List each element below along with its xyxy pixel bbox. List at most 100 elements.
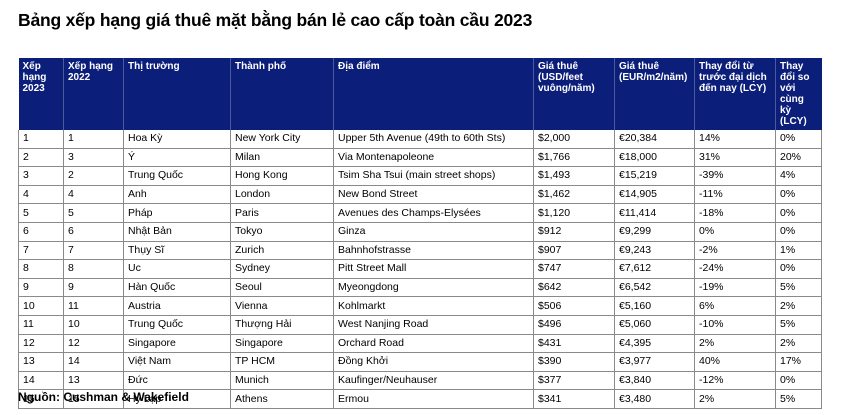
cell-rank-2022: 13 <box>63 370 124 391</box>
cell-market: Trung Quốc <box>123 314 231 335</box>
column-header-rank-2022: Xếp hạng 2022 <box>63 58 124 130</box>
cell-city: London <box>230 184 334 205</box>
cell-change-yoy: 0% <box>775 184 822 205</box>
cell-market: Ý <box>123 147 231 168</box>
cell-change-yoy: 17% <box>775 352 822 372</box>
cell-market: Trung Quốc <box>123 166 231 186</box>
cell-market: Pháp <box>123 203 231 223</box>
cell-rank-2023: 3 <box>18 166 64 186</box>
rent-ranking-table: Xếp hạng 2023 Xếp hạng 2022 Thị trường Thàn… <box>18 58 822 409</box>
cell-rent-usd: $431 <box>533 333 615 354</box>
cell-change-pre-pandemic: 40% <box>694 352 776 372</box>
cell-change-pre-pandemic: 14% <box>694 130 776 149</box>
cell-rent-eur: €3,840 <box>614 370 695 391</box>
cell-rank-2022: 3 <box>63 147 124 168</box>
cell-rent-usd: $1,462 <box>533 184 615 205</box>
cell-change-pre-pandemic: 2% <box>694 333 776 354</box>
cell-location: Bahnhofstrasse <box>333 240 534 261</box>
cell-rent-eur: €3,977 <box>614 352 695 372</box>
cell-rent-eur: €5,060 <box>614 314 695 335</box>
cell-rank-2022: 5 <box>63 203 124 223</box>
cell-location: Tsim Sha Tsui (main street shops) <box>333 166 534 186</box>
cell-rank-2022: 8 <box>63 259 124 279</box>
cell-city: Singapore <box>230 333 334 354</box>
cell-change-yoy: 2% <box>775 296 822 316</box>
cell-location: Kohlmarkt <box>333 296 534 316</box>
cell-rent-usd: $506 <box>533 296 615 316</box>
cell-city: Hong Kong <box>230 166 334 186</box>
cell-change-yoy: 5% <box>775 277 822 298</box>
cell-change-pre-pandemic: -18% <box>694 203 776 223</box>
cell-rent-eur: €14,905 <box>614 184 695 205</box>
cell-rank-2022: 9 <box>63 277 124 298</box>
cell-change-yoy: 0% <box>775 130 822 149</box>
cell-change-yoy: 0% <box>775 370 822 391</box>
cell-rank-2022: 7 <box>63 240 124 261</box>
cell-market: Singapore <box>123 333 231 354</box>
cell-rank-2023: 7 <box>18 240 64 261</box>
column-header-market: Thị trường <box>123 58 231 130</box>
cell-rank-2022: 6 <box>63 221 124 242</box>
cell-rent-eur: €4,395 <box>614 333 695 354</box>
cell-change-pre-pandemic: -39% <box>694 166 776 186</box>
column-header-rank-2023: Xếp hạng 2023 <box>18 58 64 130</box>
page-title: Bảng xếp hạng giá thuê mặt bằng bán lẻ c… <box>18 10 533 30</box>
cell-city: Paris <box>230 203 334 223</box>
cell-rent-eur: €9,299 <box>614 221 695 242</box>
cell-rent-usd: $2,000 <box>533 130 615 149</box>
cell-rent-usd: $1,766 <box>533 147 615 168</box>
table-row: 7 7 Thụy Sĩ Zurich Bahnhofstrasse $907 €9,243-… <box>18 240 822 261</box>
cell-rent-usd: $1,493 <box>533 166 615 186</box>
cell-rank-2022: 4 <box>63 184 124 205</box>
cell-rank-2022: 10 <box>63 314 124 335</box>
cell-market: Đức <box>123 370 231 391</box>
cell-change-yoy: 2% <box>775 333 822 354</box>
cell-location: Upper 5th Avenue (49th to 60th Sts) <box>333 130 534 149</box>
cell-change-yoy: 0% <box>775 221 822 242</box>
table-row: 8 8 Uc Sydney Pitt Street Mall $747 €7,612 -24%… <box>18 259 822 279</box>
column-header-change-yoy: Thay đổi so với cùng kỳ (LCY) <box>775 58 822 130</box>
cell-change-yoy: 1% <box>775 240 822 261</box>
cell-rent-eur: €11,414 <box>614 203 695 223</box>
cell-rank-2022: 2 <box>63 166 124 186</box>
cell-location: New Bond Street <box>333 184 534 205</box>
cell-location: Ermou <box>333 389 534 409</box>
cell-rank-2023: 8 <box>18 259 64 279</box>
cell-rank-2022: 1 <box>63 130 124 149</box>
table-row: 3 2 Trung Quốc Hong Kong Tsim Sha Tsui (main… <box>18 166 822 186</box>
cell-rent-usd: $496 <box>533 314 615 335</box>
cell-rank-2022: 14 <box>63 352 124 372</box>
cell-market: Nhật Bản <box>123 221 231 242</box>
cell-city: Tokyo <box>230 221 334 242</box>
cell-rent-usd: $1,120 <box>533 203 615 223</box>
cell-rank-2022: 12 <box>63 333 124 354</box>
cell-change-pre-pandemic: -11% <box>694 184 776 205</box>
cell-market: Hoa Kỳ <box>123 130 231 149</box>
cell-change-yoy: 20% <box>775 147 822 168</box>
cell-city: Milan <box>230 147 334 168</box>
cell-rent-usd: $747 <box>533 259 615 279</box>
table-row: 4 4 Anh London New Bond Street $1,462 €14,905-… <box>18 184 822 205</box>
cell-change-pre-pandemic: 2% <box>694 389 776 409</box>
cell-change-pre-pandemic: -24% <box>694 259 776 279</box>
column-header-location: Địa điểm <box>333 58 534 130</box>
cell-rank-2023: 14 <box>18 370 64 391</box>
table-body: 1 1 Hoa Kỳ New York City Upper 5th Avenue (4… <box>18 130 822 409</box>
cell-location: Via Montenapoleone <box>333 147 534 168</box>
cell-change-pre-pandemic: -12% <box>694 370 776 391</box>
cell-location: Orchard Road <box>333 333 534 354</box>
cell-change-yoy: 5% <box>775 389 822 409</box>
cell-change-yoy: 4% <box>775 166 822 186</box>
cell-change-pre-pandemic: -19% <box>694 277 776 298</box>
cell-rank-2023: 4 <box>18 184 64 205</box>
cell-city: Seoul <box>230 277 334 298</box>
cell-rent-eur: €18,000 <box>614 147 695 168</box>
cell-rank-2022: 15 <box>63 389 124 409</box>
column-header-city: Thành phố <box>230 58 334 130</box>
cell-rank-2023: 5 <box>18 203 64 223</box>
cell-change-yoy: 5% <box>775 314 822 335</box>
table-header-row: Xếp hạng 2023 Xếp hạng 2022 Thị trường Thàn… <box>18 58 822 130</box>
cell-market: Uc <box>123 259 231 279</box>
cell-rent-usd: $390 <box>533 352 615 372</box>
cell-change-yoy: 0% <box>775 203 822 223</box>
